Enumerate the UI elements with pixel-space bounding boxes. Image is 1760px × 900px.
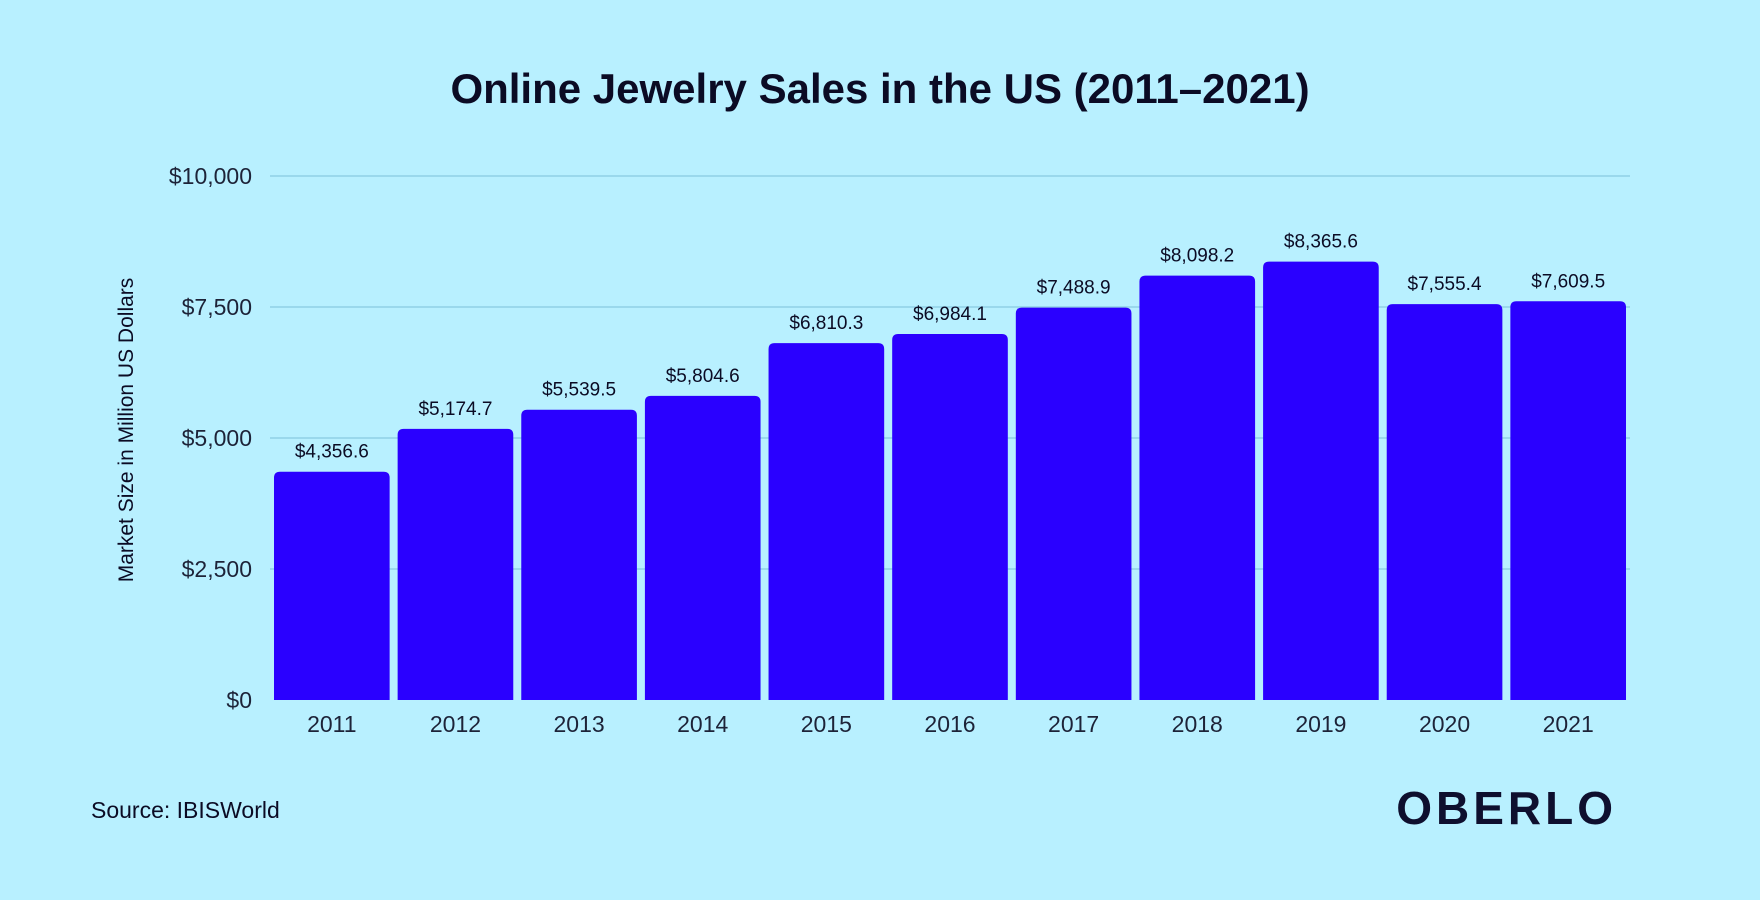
bar-2019 <box>1263 261 1379 700</box>
x-axis-ticks: 2011 2012 2013 2014 2015 2016 2017 2018 2019 2020… <box>307 711 1594 737</box>
x-tick-label: 2020 <box>1419 711 1470 737</box>
x-tick-label: 2018 <box>1172 711 1223 737</box>
data-label-2020: $7,555.4 <box>1408 274 1482 295</box>
bar-2021 <box>1510 301 1626 700</box>
x-tick-label: 2015 <box>801 711 852 737</box>
x-tick-label: 2021 <box>1543 711 1594 737</box>
x-tick-label: 2012 <box>430 711 481 737</box>
data-label-2018: $8,098.2 <box>1160 246 1234 267</box>
data-label-2015: $6,810.3 <box>789 313 863 334</box>
bar-2014 <box>644 395 761 700</box>
bar-2016 <box>892 334 1008 700</box>
data-label-2021: $7,609.5 <box>1531 271 1605 292</box>
chart-title: Online Jewelry Sales in the US (2011–202… <box>450 65 1309 112</box>
data-label-2011: $4,356.6 <box>295 442 369 463</box>
x-tick-label: 2014 <box>677 711 728 737</box>
data-label-2016: $6,984.1 <box>913 304 987 325</box>
x-tick-label: 2017 <box>1048 711 1099 737</box>
x-tick-label: 2011 <box>307 711 356 737</box>
data-labels: $4,356.6 $5,174.7 $5,539.5 $5,804.6 $6,810.3… <box>295 232 1605 463</box>
data-label-2013: $5,539.5 <box>542 380 616 401</box>
y-tick-label: $5,000 <box>182 425 252 451</box>
bar-2013 <box>521 409 637 700</box>
bar-2017 <box>1015 307 1132 700</box>
y-axis-title: Market Size in Million US Dollars <box>115 278 138 583</box>
x-tick-label: 2019 <box>1295 711 1346 737</box>
y-axis-ticks: $0 $2,500 $5,000 $7,500 $10,000 <box>169 163 252 713</box>
y-tick-label: $0 <box>226 687 252 713</box>
oberlo-logo: OBERLO <box>1396 782 1617 834</box>
source-note: Source: IBISWorld <box>91 797 280 823</box>
bars <box>274 261 1626 700</box>
data-label-2019: $8,365.6 <box>1284 232 1358 253</box>
data-label-2012: $5,174.7 <box>418 399 492 420</box>
bar-2012 <box>397 428 514 700</box>
data-label-2017: $7,488.9 <box>1037 278 1111 299</box>
y-tick-label: $2,500 <box>182 556 252 582</box>
y-tick-label: $10,000 <box>169 163 252 189</box>
bar-2020 <box>1386 304 1503 700</box>
x-tick-label: 2016 <box>924 711 975 737</box>
bar-2011 <box>274 471 390 700</box>
y-tick-label: $7,500 <box>182 294 252 320</box>
bar-2018 <box>1139 275 1256 700</box>
x-tick-label: 2013 <box>554 711 605 737</box>
data-label-2014: $5,804.6 <box>666 366 740 387</box>
bar-2015 <box>768 343 885 700</box>
